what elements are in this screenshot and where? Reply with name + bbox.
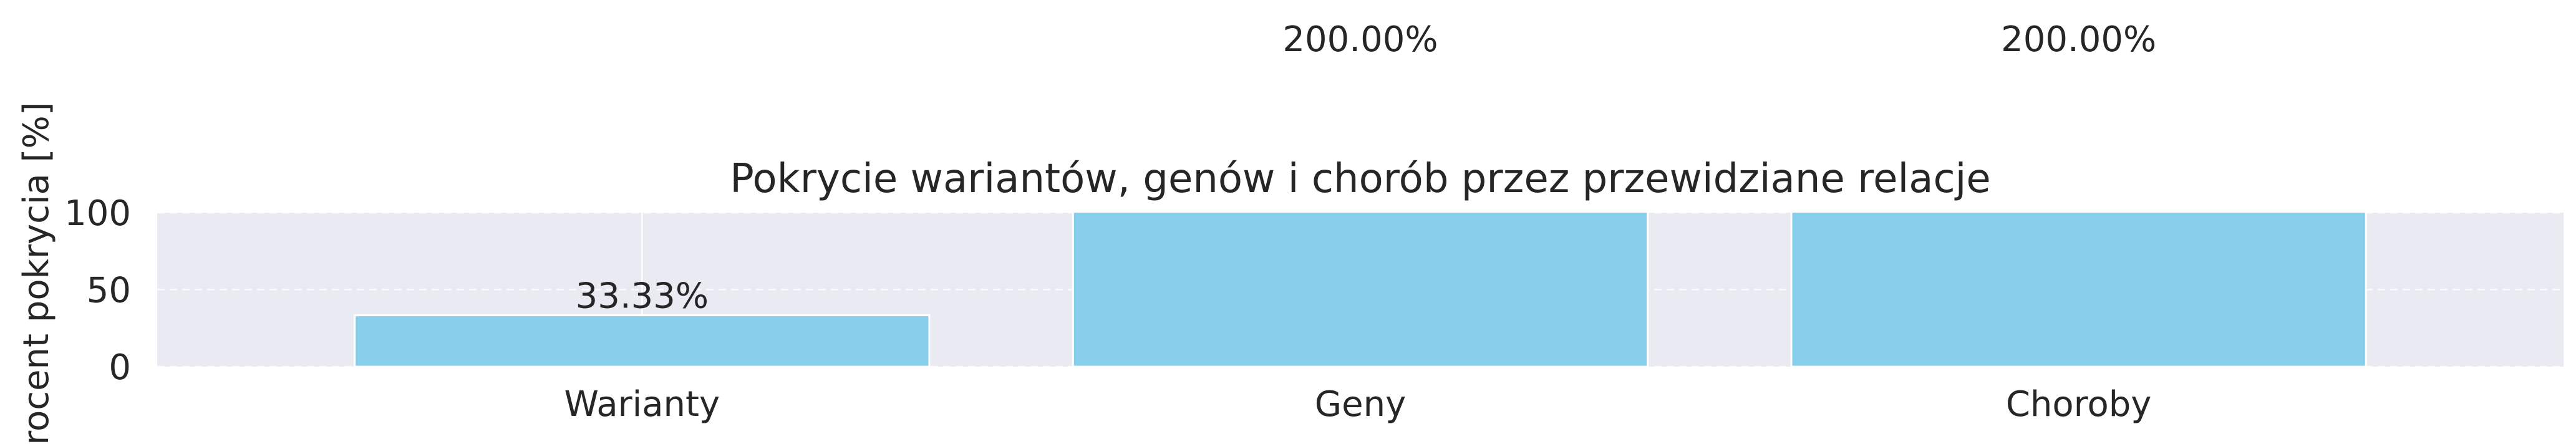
bar-choroby xyxy=(1790,213,2367,367)
bars xyxy=(354,213,2367,367)
y-tick-label: 100 xyxy=(64,193,131,234)
x-tick-label: Warianty xyxy=(564,384,720,425)
x-tick-label: Choroby xyxy=(2006,384,2152,425)
bar-warianty xyxy=(354,314,931,367)
data-label: 33.33% xyxy=(576,276,709,317)
chart-title: Pokrycie wariantów, genów i chorób przez… xyxy=(730,156,1991,202)
y-axis-ticks: 0 50 100 xyxy=(64,193,131,388)
x-tick-label: Geny xyxy=(1315,384,1406,425)
bar-geny xyxy=(1072,213,1649,367)
data-label: 200.00% xyxy=(2001,19,2156,60)
y-tick-label: 50 xyxy=(87,271,131,311)
data-labels: 33.33% 200.00% 200.00% xyxy=(576,19,2157,317)
x-axis-ticks: Warianty Geny Choroby xyxy=(564,384,2152,425)
y-axis-label: Procent pokrycia [%] xyxy=(16,102,57,444)
data-label: 200.00% xyxy=(1282,19,1438,60)
y-tick-label: 0 xyxy=(109,347,131,388)
